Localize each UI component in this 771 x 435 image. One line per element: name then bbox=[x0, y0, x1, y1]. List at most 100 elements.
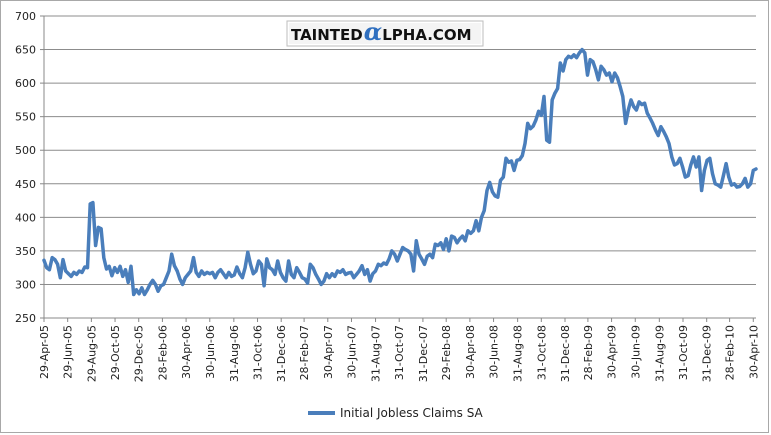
data-point bbox=[254, 269, 258, 273]
data-point bbox=[86, 266, 89, 270]
x-tick-label: 31-Aug-06 bbox=[228, 325, 241, 382]
x-tick-label: 30-Jun-07 bbox=[345, 325, 358, 379]
data-point bbox=[499, 178, 502, 182]
data-point bbox=[610, 80, 614, 84]
data-point bbox=[124, 268, 127, 272]
data-point bbox=[493, 194, 497, 198]
x-tick-label: 30-Apr-09 bbox=[606, 325, 619, 379]
data-point bbox=[333, 274, 337, 278]
data-point bbox=[450, 234, 454, 238]
data-point bbox=[523, 142, 527, 145]
data-point bbox=[384, 262, 388, 266]
data-point bbox=[357, 269, 361, 273]
data-point bbox=[287, 259, 291, 263]
data-point bbox=[504, 156, 508, 160]
data-point bbox=[365, 268, 369, 272]
data-point bbox=[382, 261, 386, 265]
data-point bbox=[442, 248, 445, 251]
data-point bbox=[634, 108, 638, 112]
data-point bbox=[374, 269, 377, 273]
y-tick-label: 450 bbox=[15, 178, 36, 191]
data-point bbox=[61, 258, 65, 262]
data-point bbox=[134, 288, 138, 292]
data-point bbox=[145, 288, 149, 292]
data-point bbox=[740, 182, 744, 186]
series-line-initial-jobless-claims bbox=[42, 47, 758, 297]
data-point bbox=[281, 276, 285, 280]
data-point bbox=[705, 158, 709, 162]
data-point bbox=[664, 135, 668, 139]
data-point bbox=[518, 158, 522, 162]
data-point bbox=[151, 278, 155, 282]
data-point bbox=[172, 264, 176, 268]
data-point bbox=[230, 274, 233, 278]
data-point bbox=[129, 264, 133, 268]
y-tick-label: 600 bbox=[15, 77, 36, 90]
data-point bbox=[153, 282, 157, 286]
data-point bbox=[501, 175, 505, 179]
data-point bbox=[298, 270, 301, 274]
data-point bbox=[648, 116, 652, 120]
data-point bbox=[344, 272, 348, 276]
x-tick-label: 29-Dec-05 bbox=[133, 325, 146, 382]
data-point bbox=[659, 125, 663, 129]
data-point bbox=[175, 269, 179, 273]
data-point bbox=[708, 156, 712, 160]
y-tick-label: 550 bbox=[15, 111, 36, 124]
x-axis: 29-Apr-05 29-Jun-05 29-Aug-05 29-Oct-05 29-D… bbox=[38, 317, 760, 382]
data-point bbox=[197, 274, 201, 278]
data-point bbox=[749, 182, 753, 186]
data-point bbox=[643, 101, 647, 105]
data-point bbox=[336, 269, 339, 273]
data-point bbox=[694, 165, 698, 169]
data-point bbox=[189, 269, 193, 273]
data-point bbox=[249, 262, 252, 266]
data-point bbox=[433, 242, 437, 246]
data-point bbox=[651, 121, 655, 125]
y-tick-label: 300 bbox=[15, 278, 36, 291]
data-point bbox=[485, 189, 489, 192]
data-point bbox=[401, 246, 405, 249]
data-point bbox=[69, 274, 73, 278]
data-point bbox=[115, 270, 119, 274]
data-point bbox=[673, 163, 676, 167]
data-point bbox=[556, 87, 560, 90]
x-tick-label: 28-Feb-10 bbox=[724, 325, 737, 380]
data-point bbox=[403, 248, 407, 251]
data-point bbox=[341, 268, 345, 272]
x-tick-label: 28-Feb-09 bbox=[582, 325, 595, 380]
data-point bbox=[327, 276, 331, 280]
data-point bbox=[216, 270, 220, 274]
x-tick-label: 29-Jun-05 bbox=[62, 325, 75, 379]
data-point bbox=[105, 267, 108, 271]
data-point bbox=[107, 264, 111, 268]
data-point bbox=[268, 266, 272, 270]
data-point bbox=[692, 155, 695, 159]
data-point bbox=[83, 265, 87, 269]
data-point bbox=[227, 270, 231, 274]
data-point bbox=[278, 270, 282, 274]
data-point bbox=[656, 134, 660, 137]
data-point bbox=[91, 201, 95, 205]
x-tick-label: 31-Oct-07 bbox=[393, 325, 406, 380]
data-point bbox=[295, 266, 299, 270]
data-point bbox=[303, 277, 307, 281]
data-point bbox=[325, 272, 329, 276]
data-point bbox=[289, 272, 293, 276]
data-point bbox=[211, 270, 214, 274]
data-point bbox=[526, 121, 530, 125]
data-point bbox=[232, 273, 236, 277]
data-point bbox=[580, 48, 584, 52]
x-tick-label: 31-Aug-09 bbox=[653, 325, 666, 382]
data-point bbox=[724, 162, 728, 166]
data-point bbox=[539, 113, 543, 117]
data-point bbox=[444, 237, 448, 241]
x-tick-label: 31-Aug-07 bbox=[370, 325, 383, 382]
y-axis: 250 300 350 400 450 500 550 600 650 700 bbox=[15, 10, 45, 325]
data-point bbox=[678, 156, 682, 160]
data-point bbox=[583, 51, 587, 55]
data-point bbox=[702, 168, 706, 172]
data-point bbox=[515, 158, 519, 162]
data-point bbox=[613, 71, 617, 75]
